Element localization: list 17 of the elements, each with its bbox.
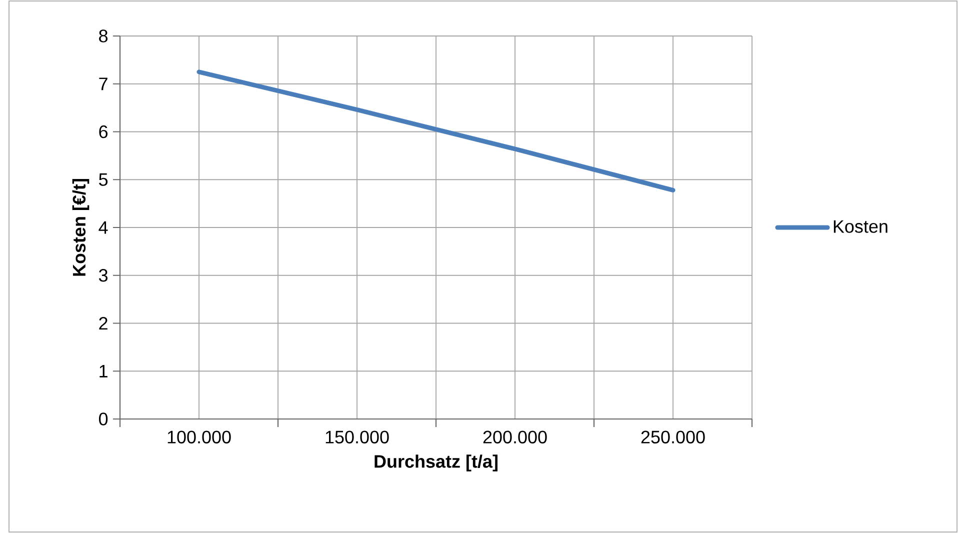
line-series — [196, 70, 676, 192]
x-tick-label: 250.000 — [641, 430, 705, 444]
y-tick-label: 2 — [99, 316, 108, 330]
y-tick-label: 6 — [99, 125, 108, 138]
y-tick-label: 3 — [98, 269, 108, 282]
x-tick-label: 150.000 — [326, 430, 389, 444]
y-tick-label: 4 — [98, 221, 108, 234]
x-tick-label: 100.000 — [168, 430, 231, 444]
y-tick-label: 5 — [98, 173, 108, 186]
y-tick-label: 8 — [99, 30, 108, 42]
y-axis-title: Kosten [€/t] — [72, 179, 90, 276]
legend-label: Kosten — [834, 220, 888, 233]
x-tick-label: 200.000 — [483, 430, 547, 444]
y-tick-label: 7 — [99, 78, 108, 90]
y-tick-label: 1 — [100, 364, 108, 378]
x-axis-title: Durchsatz [t/a] — [374, 454, 498, 472]
y-tick-label: 0 — [98, 412, 108, 426]
